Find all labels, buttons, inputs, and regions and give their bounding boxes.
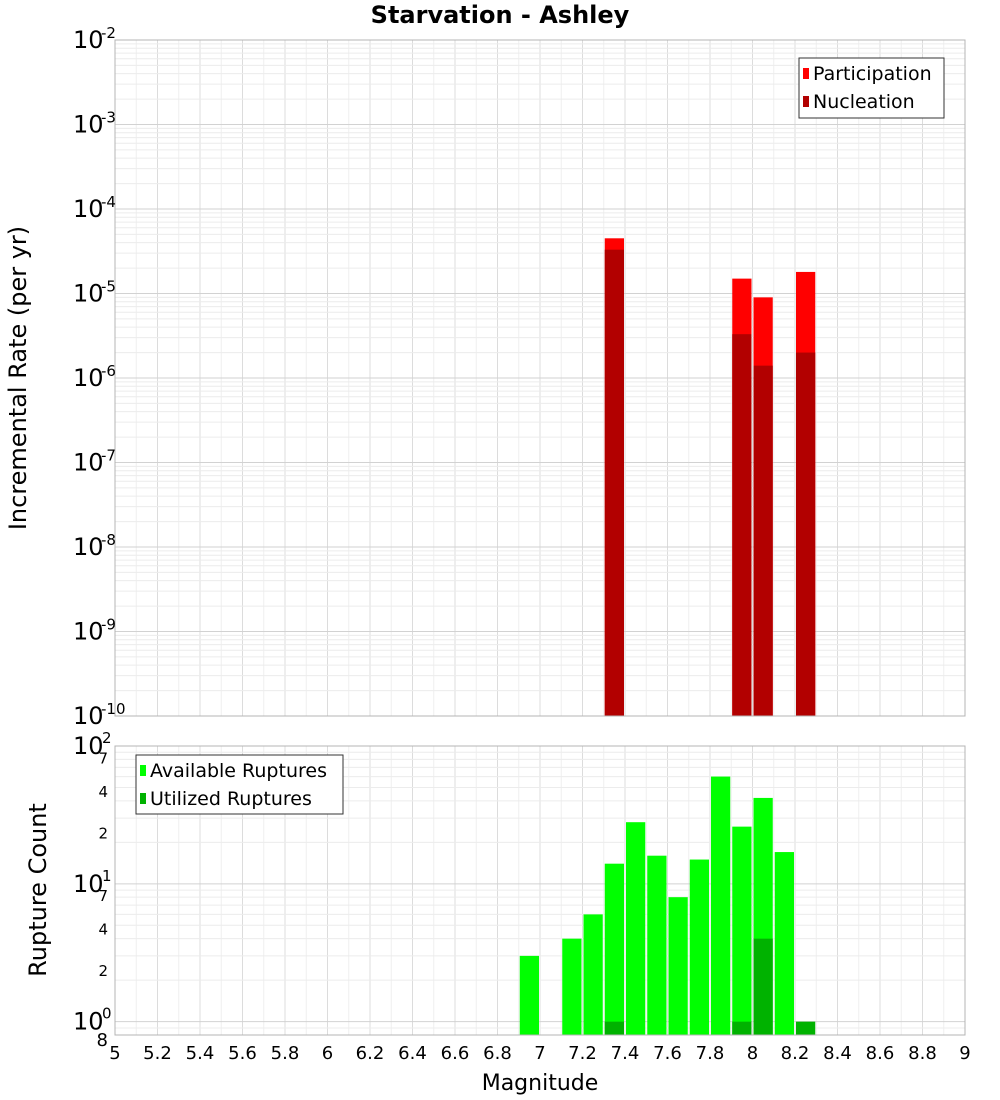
x-tick-label: 7	[534, 1043, 545, 1064]
top-y-tick-base: 10	[73, 449, 104, 477]
available-ruptures-bar-7.15	[562, 938, 582, 1035]
bottom-y-tick-minor: 4	[98, 783, 108, 801]
top-y-tick-base: 10	[73, 618, 104, 646]
bottom-y-tick-minor: 2	[98, 824, 108, 842]
top-y-tick-exponent: -7	[101, 447, 116, 465]
top-y-tick-base: 10	[73, 280, 104, 308]
top-y-tick-exponent: -5	[101, 278, 116, 296]
top-y-tick-base: 10	[73, 364, 104, 392]
top-y-tick-exponent: -9	[101, 616, 116, 634]
top-y-tick-exponent: -2	[101, 24, 116, 42]
top-y-tick-exponent: -4	[101, 193, 116, 211]
top-legend-swatch-1	[803, 96, 809, 107]
x-tick-label: 5.8	[271, 1043, 300, 1064]
top-y-tick-base: 10	[73, 533, 104, 561]
top-legend-label-1: Nucleation	[813, 91, 915, 113]
utilized-ruptures-bar-7.95	[732, 1021, 752, 1035]
bottom-legend-label-1: Utilized Ruptures	[150, 788, 312, 810]
x-tick-label: 5	[109, 1043, 120, 1064]
bottom-y-tick-exponent: 0	[102, 1005, 112, 1023]
available-ruptures-bar-7.95	[732, 826, 752, 1035]
x-tick-label: 7.6	[653, 1043, 682, 1064]
chart-title: Starvation - Ashley	[371, 1, 630, 29]
bottom-y-axis-label: Rupture Count	[24, 803, 52, 977]
bottom-y-tick-minor: 2	[98, 962, 108, 980]
x-tick-label: 8.6	[866, 1043, 895, 1064]
x-tick-label: 6.6	[441, 1043, 470, 1064]
nucleation-bar-8.05	[753, 365, 773, 716]
x-tick-label: 6	[322, 1043, 333, 1064]
top-y-tick-exponent: -6	[101, 362, 116, 380]
available-ruptures-bar-8.15	[774, 852, 794, 1035]
top-legend-box	[798, 57, 945, 119]
available-ruptures-bar-7.35	[604, 863, 624, 1035]
bottom-y-tick-minor: 4	[98, 921, 108, 939]
bottom-legend-swatch-1	[140, 793, 146, 804]
nucleation-bar-8.25	[796, 352, 816, 716]
available-ruptures-bar-7.65	[668, 897, 688, 1035]
utilized-ruptures-bar-8.05	[753, 938, 773, 1035]
top-y-tick-exponent: -3	[101, 109, 116, 127]
top-plot-border	[114, 39, 966, 717]
nucleation-bar-7.95	[732, 334, 752, 716]
x-tick-label: 8	[747, 1043, 758, 1064]
bottom-plot-border	[114, 745, 966, 1036]
x-tick-label: 8.4	[823, 1043, 852, 1064]
available-ruptures-bar-7.85	[711, 776, 731, 1035]
x-tick-label: 8.2	[781, 1043, 810, 1064]
top-y-axis-label: Incremental Rate (per yr)	[4, 226, 32, 530]
available-ruptures-bar-6.95	[519, 955, 539, 1035]
x-tick-label: 7.8	[696, 1043, 725, 1064]
nucleation-bar-7.35	[604, 249, 624, 716]
bottom-legend-swatch-0	[140, 765, 146, 776]
available-ruptures-bar-7.25	[583, 914, 603, 1035]
bottom-legend-box	[135, 754, 344, 815]
x-tick-label: 5.2	[143, 1043, 172, 1064]
top-y-tick-base: 10	[73, 111, 104, 139]
bottom-y-tick-exponent: 1	[102, 867, 112, 885]
x-tick-label: 7.2	[568, 1043, 597, 1064]
bottom-y-tick-minor: 7	[98, 749, 108, 767]
top-legend-label-0: Participation	[813, 63, 932, 85]
top-legend: Participation Nucleation	[798, 57, 945, 119]
bottom-y-tick-exponent: 2	[102, 729, 112, 747]
top-y-tick-base: 10	[73, 26, 104, 54]
top-legend-swatch-0	[803, 68, 809, 79]
available-ruptures-bar-7.45	[626, 822, 646, 1035]
bottom-y-tick-base: 10	[73, 870, 104, 898]
x-tick-label: 6.2	[356, 1043, 385, 1064]
x-tick-label: 5.4	[186, 1043, 215, 1064]
top-y-tick-exponent: -8	[101, 531, 116, 549]
bottom-legend-label-0: Available Ruptures	[150, 760, 327, 782]
bottom-legend: Available Ruptures Utilized Ruptures	[135, 754, 344, 815]
bottom-y-tick-minor: 8	[97, 1030, 108, 1051]
bottom-y-tick-base: 10	[73, 732, 104, 760]
x-tick-label: 6.4	[398, 1043, 427, 1064]
available-ruptures-bar-7.55	[647, 855, 667, 1035]
x-tick-label: 9	[959, 1043, 970, 1064]
bottom-y-tick-minor: 7	[98, 887, 108, 905]
x-tick-label: 6.8	[483, 1043, 512, 1064]
top-y-tick-base: 10	[73, 702, 104, 730]
x-tick-label: 8.8	[908, 1043, 937, 1064]
bottom-y-tick-base: 10	[73, 1008, 104, 1036]
x-tick-label: 7.4	[611, 1043, 640, 1064]
x-tick-label: 5.6	[228, 1043, 257, 1064]
top-y-tick-base: 10	[73, 195, 104, 223]
utilized-ruptures-bar-7.35	[604, 1021, 624, 1035]
utilized-ruptures-bar-8.25	[796, 1021, 816, 1035]
top-plot-area: 10-1010-910-810-710-610-510-410-310-2Par…	[73, 24, 966, 730]
available-ruptures-bar-7.75	[689, 859, 709, 1035]
x-axis-label: Magnitude	[482, 1071, 599, 1096]
top-y-tick-exponent: -10	[101, 700, 126, 718]
